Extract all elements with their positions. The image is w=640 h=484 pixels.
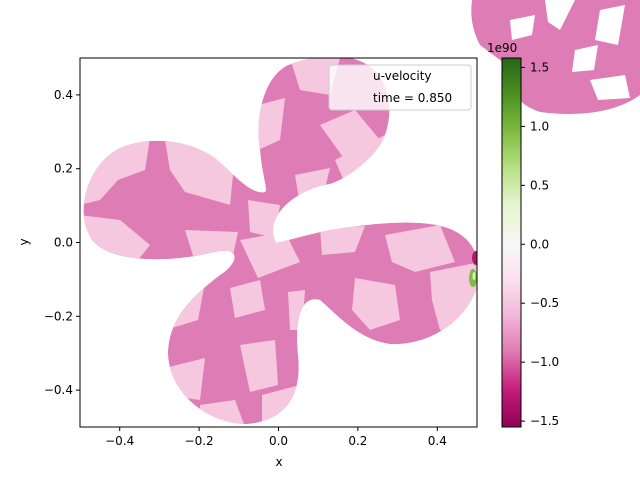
x-tick-label: −0.2 (185, 434, 214, 448)
fragment-hole (545, 0, 575, 30)
field-patch (290, 58, 340, 95)
y-tick-label: −0.4 (44, 383, 73, 397)
plot-area (79, 57, 478, 428)
legend-entry-time: time = 0.850 (373, 91, 452, 105)
x-tick-label: 0.4 (428, 434, 447, 448)
field-patch (320, 226, 365, 255)
field-patch (258, 98, 285, 150)
colorbar-tick-label: −1.5 (530, 414, 559, 428)
field-patch (230, 280, 265, 318)
x-axis-label: x (275, 455, 282, 469)
colorbar-tick-label: 0.5 (530, 178, 549, 192)
x-tick-label: 0.2 (348, 434, 367, 448)
field-patch (248, 200, 280, 238)
field-patch (240, 340, 278, 392)
green-spot-highlight (472, 272, 476, 280)
velocity-field (83, 58, 477, 425)
field-patches (83, 58, 477, 425)
colorbar: 1e90 1.5 1.0 0.5 0.0 −0.5 −1.0 −1.5 (487, 41, 559, 428)
y-tick-label: 0.4 (54, 88, 73, 102)
fragment-hole (510, 15, 535, 40)
colorbar-gradient (501, 57, 522, 428)
colorbar-ticks: 1.5 1.0 0.5 0.0 −0.5 −1.0 −1.5 (521, 60, 559, 428)
y-axis: 0.4 0.2 0.0 −0.2 −0.4 (44, 88, 80, 397)
legend-box (328, 64, 472, 111)
fragment-hole (590, 75, 630, 100)
colorbar-tick-label: −0.5 (530, 296, 559, 310)
fragment-hole (572, 45, 598, 72)
y-axis-label: y (17, 238, 31, 245)
field-patch (385, 225, 455, 272)
x-tick-label: −0.4 (105, 434, 134, 448)
field-patch (240, 232, 300, 278)
y-tick-label: −0.2 (44, 309, 73, 323)
field-patch (185, 230, 238, 262)
field-patch (352, 278, 400, 330)
x-tick-label: 0.0 (269, 434, 288, 448)
colorbar-tick-label: 0.0 (530, 237, 549, 251)
field-patch (288, 290, 305, 330)
colorbar-tick-label: −1.0 (530, 355, 559, 369)
fragment-hole (595, 5, 625, 45)
legend-entry-field: u-velocity (373, 69, 432, 83)
legend: u-velocity time = 0.850 (328, 64, 472, 111)
colorbar-offset-label: 1e90 (487, 41, 517, 55)
colorbar-tick-label: 1.0 (530, 119, 549, 133)
colorbar-tick-label: 1.5 (530, 60, 549, 74)
y-tick-label: 0.0 (54, 236, 73, 250)
x-axis: −0.4 −0.2 0.0 0.2 0.4 (105, 427, 447, 448)
y-tick-label: 0.2 (54, 162, 73, 176)
magenta-spot (472, 251, 477, 265)
green-spot (469, 251, 477, 287)
overflow-fragment (471, 0, 640, 115)
